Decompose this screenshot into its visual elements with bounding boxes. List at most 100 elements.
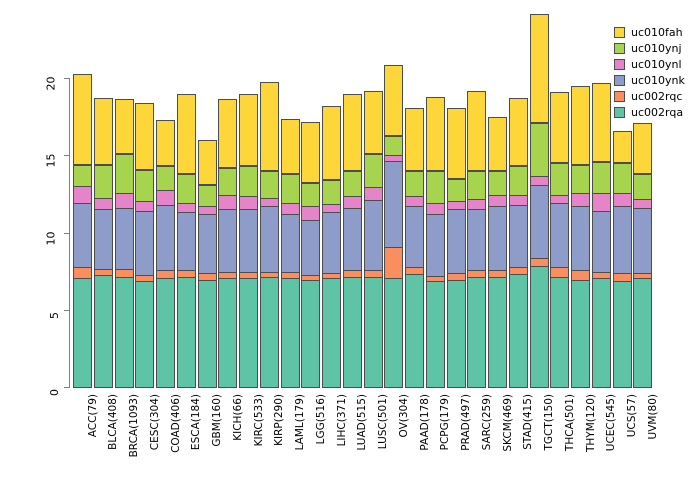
bar-segment [135, 103, 155, 170]
bar[interactable] [135, 103, 155, 388]
legend-swatch [614, 42, 625, 54]
bar[interactable] [612, 130, 632, 388]
bar[interactable] [529, 13, 549, 388]
bar-segment [322, 180, 341, 206]
bar-segment [342, 276, 362, 388]
bar-segment [197, 140, 217, 185]
legend-item[interactable]: uc010fah [614, 25, 685, 39]
bar-segment [156, 190, 175, 206]
legend-swatch [614, 74, 625, 86]
x-axis-tick-label: COAD(406) [169, 394, 182, 453]
legend-swatch [614, 106, 625, 118]
legend-item[interactable]: uc002rqa [614, 105, 685, 119]
x-axis-tick-label: ESCA(184) [190, 394, 203, 451]
bar-segment [467, 171, 487, 201]
bar[interactable] [571, 86, 590, 388]
legend-label: uc002rqc [631, 89, 683, 103]
bar-segment [591, 278, 611, 388]
bar-segment [384, 64, 404, 136]
bar[interactable] [73, 73, 92, 388]
bar[interactable] [239, 93, 258, 388]
legend-item[interactable]: uc010ynk [614, 73, 685, 87]
bar-segment [259, 276, 279, 388]
bar[interactable] [591, 83, 611, 388]
x-axis-tick-label: SKCM(469) [501, 394, 514, 452]
bar-segment [156, 204, 175, 272]
x-axis-tick-label: LGG(516) [314, 394, 327, 445]
bar-segment [322, 212, 341, 275]
bar[interactable] [93, 98, 113, 388]
bar-segment [73, 203, 92, 268]
bar-segment [363, 90, 383, 155]
bar-segment [156, 278, 175, 388]
bar[interactable] [197, 140, 217, 388]
y-axis-tick-label: 5 [48, 311, 61, 319]
legend-label: uc010ynj [631, 41, 682, 55]
bar[interactable] [259, 81, 279, 388]
bar-segment [488, 276, 507, 388]
bar[interactable] [280, 118, 300, 388]
bar[interactable] [488, 117, 507, 388]
bar-segment [135, 169, 155, 202]
bar[interactable] [218, 98, 238, 388]
bar-segment [571, 206, 590, 272]
bar-segment [197, 185, 217, 207]
bar-segment [73, 278, 92, 388]
bar-segment [197, 213, 217, 275]
bar[interactable] [467, 90, 487, 388]
y-axis-tick [64, 309, 69, 311]
bar-segment [633, 174, 653, 201]
bar[interactable] [508, 98, 528, 388]
bar-segment [612, 163, 632, 195]
bar-segment [467, 276, 487, 388]
legend-item[interactable]: uc010ynj [614, 41, 685, 55]
bar-segment [239, 209, 258, 273]
legend-item[interactable]: uc002rqc [614, 89, 685, 103]
bar-segment [384, 161, 404, 248]
y-axis-tick [64, 155, 69, 157]
bar[interactable] [633, 123, 653, 388]
bar-segment [301, 183, 321, 207]
bar[interactable] [176, 93, 196, 388]
bar-segment [114, 276, 134, 388]
x-axis-tick-label: PAAD(178) [418, 394, 431, 451]
bar-segment [405, 107, 424, 172]
bar-segment [176, 212, 196, 272]
bar-segment [301, 121, 321, 184]
bar-segment [280, 278, 300, 388]
bar-segment [508, 273, 528, 388]
bar[interactable] [363, 90, 383, 388]
bar[interactable] [446, 107, 466, 388]
bar[interactable] [156, 120, 175, 388]
bar-segment [550, 203, 570, 268]
bar-segment [612, 193, 632, 208]
bar[interactable] [405, 107, 424, 388]
x-axis-tick-label: LUAD(515) [356, 394, 369, 451]
legend-swatch [614, 26, 625, 38]
x-axis-tick-label: LIHC(371) [335, 394, 348, 447]
bar[interactable] [342, 93, 362, 388]
bar-segment [239, 196, 258, 211]
bar-segment [550, 163, 570, 196]
bar[interactable] [114, 98, 134, 388]
bar[interactable] [384, 64, 404, 388]
bar[interactable] [301, 121, 321, 388]
y-axis-tick-label: 20 [44, 76, 58, 91]
bar[interactable] [425, 96, 445, 388]
legend-item[interactable]: uc010ynl [614, 57, 685, 71]
bar[interactable] [322, 106, 341, 388]
bar-segment [363, 199, 383, 272]
bar-segment [342, 207, 362, 272]
legend-label: uc010ynl [631, 57, 682, 71]
x-axis-tick-label: SARC(259) [480, 394, 493, 451]
bar[interactable] [550, 92, 570, 388]
bar-segment [633, 123, 653, 175]
x-axis-tick-label: STAD(415) [522, 394, 535, 450]
bar-segment [529, 184, 549, 259]
bar-segment [114, 154, 134, 195]
bar-segment [612, 281, 632, 388]
bar-segment [156, 166, 175, 192]
bar-segment [73, 73, 92, 165]
bar-segment [405, 171, 424, 198]
